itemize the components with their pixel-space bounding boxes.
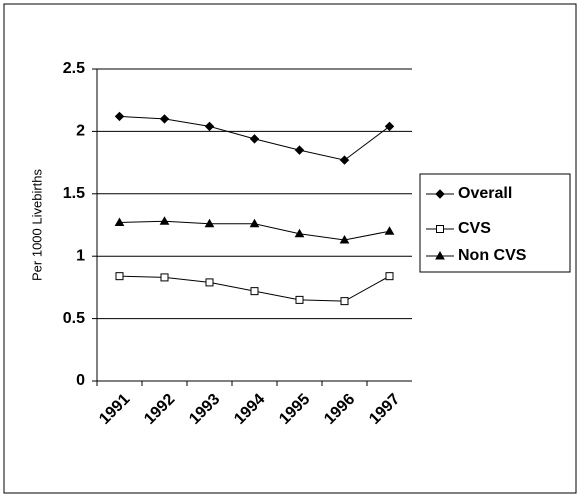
y-tick-label: 1.5 — [63, 185, 85, 202]
marker — [249, 218, 260, 228]
marker — [159, 114, 170, 124]
marker — [250, 287, 259, 296]
marker — [294, 228, 305, 238]
marker — [339, 234, 350, 244]
marker — [435, 250, 445, 260]
marker — [340, 297, 349, 306]
marker — [114, 217, 125, 227]
marker — [204, 218, 215, 228]
marker — [159, 216, 170, 225]
y-tick-label: 0 — [76, 372, 85, 389]
y-tick-label: 0.5 — [63, 310, 85, 327]
legend-label: Non CVS — [458, 247, 527, 264]
marker — [435, 189, 445, 199]
marker — [384, 226, 395, 235]
legend-label: Overall — [458, 185, 512, 202]
marker — [115, 272, 124, 281]
marker — [384, 121, 395, 132]
legend-label: CVS — [458, 220, 491, 237]
marker — [294, 145, 305, 155]
marker — [204, 121, 215, 132]
marker — [160, 273, 169, 282]
marker — [295, 295, 304, 304]
marker — [436, 225, 444, 233]
y-tick-label: 2 — [76, 123, 85, 140]
y-tick-label: 1 — [76, 247, 85, 264]
marker — [249, 134, 260, 144]
y-tick-label: 2.5 — [63, 60, 85, 77]
marker — [114, 111, 125, 122]
marker — [205, 278, 214, 287]
marker — [339, 155, 350, 165]
marker — [385, 272, 394, 281]
y-axis-label: Per 1000 Livebirths — [29, 168, 44, 281]
